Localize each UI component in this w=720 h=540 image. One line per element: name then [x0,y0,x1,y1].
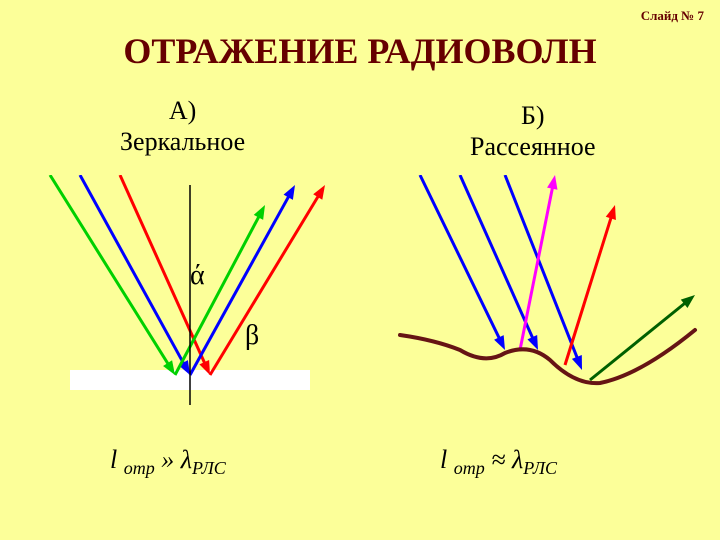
left-label-a: А) [169,96,196,125]
alpha-label: ά [190,260,205,292]
formula-lambda: λ [512,445,523,474]
diagram-diffuse [390,175,710,435]
formula-rel: ≈ [485,445,512,474]
formula-sub-rls: РЛС [192,458,226,478]
slide: Слайд № 7 ОТРАЖЕНИЕ РАДИОВОЛН А) Зеркаль… [0,0,720,540]
left-label-b: Зеркальное [120,127,245,156]
diagram-specular [40,175,340,435]
formula-lambda: λ [181,445,192,474]
formula-sub-otr: отр [454,458,485,478]
formula-rel: » [155,445,181,474]
formula-sub-otr: отр [124,458,155,478]
right-label-a: Б) [521,101,545,130]
left-formula: l отр » λРЛС [110,445,226,479]
beta-label: β [245,320,259,352]
right-subtitle: Б) Рассеянное [470,100,596,162]
left-subtitle: А) Зеркальное [120,95,245,157]
formula-l: l [440,445,454,474]
slide-title: ОТРАЖЕНИЕ РАДИОВОЛН [0,30,720,72]
formula-sub-rls: РЛС [523,458,557,478]
formula-l: l [110,445,124,474]
right-label-b: Рассеянное [470,132,596,161]
slide-number: Слайд № 7 [641,8,704,24]
right-formula: l отр ≈ λРЛС [440,445,557,479]
